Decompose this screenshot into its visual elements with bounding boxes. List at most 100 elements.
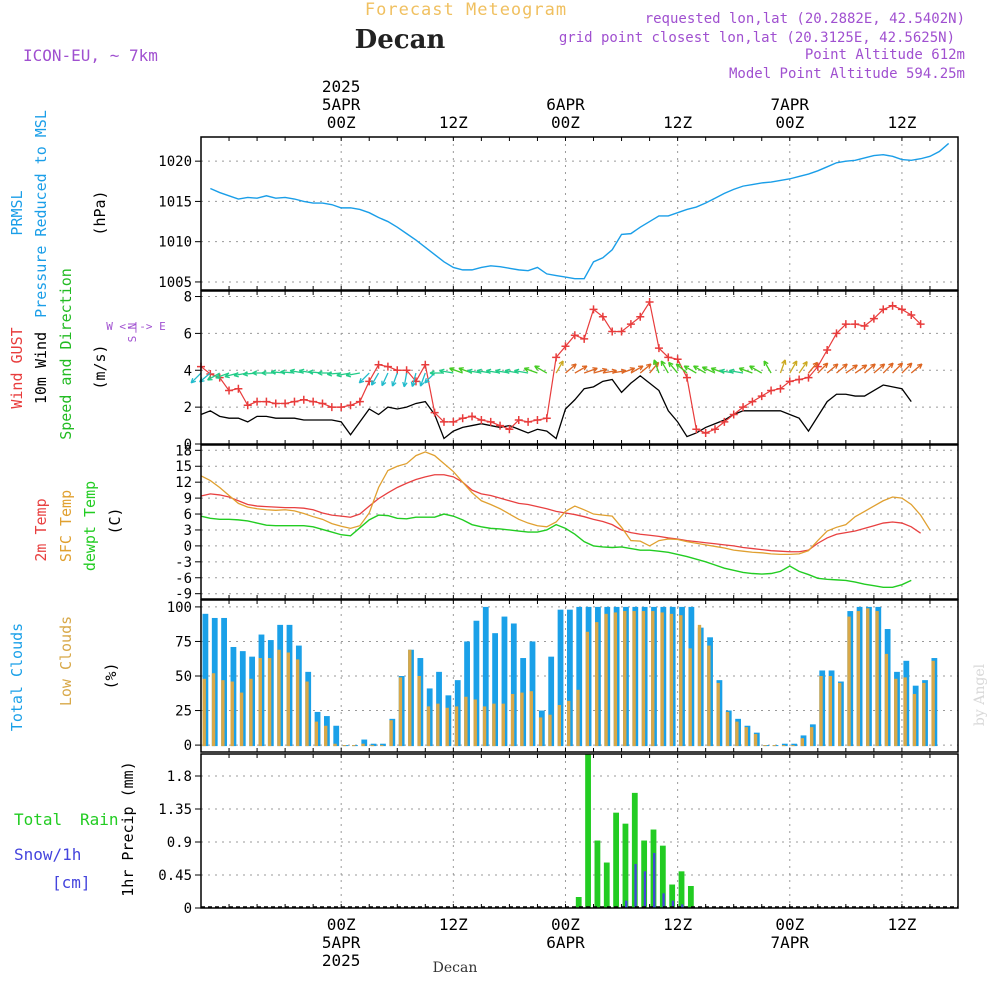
- gust-marker: [533, 416, 542, 425]
- bottom-time-label: 00Z: [775, 915, 804, 934]
- rain-bar: [622, 823, 629, 908]
- low-cloud-bar: [884, 653, 889, 747]
- gust-marker: [645, 298, 654, 307]
- pressure-sublabel: Pressure Reduced to MSL: [32, 110, 50, 318]
- rain-bar: [669, 884, 676, 908]
- gust-marker: [337, 403, 346, 412]
- top-time-label: 12Z: [887, 113, 916, 132]
- rain-bar: [585, 754, 591, 908]
- low-cloud-bar: [529, 691, 533, 747]
- snow-bar: [671, 900, 675, 908]
- gust-marker: [524, 417, 533, 426]
- gust-marker: [748, 397, 757, 406]
- low-cloud-bar: [651, 611, 655, 747]
- clouds-ytick-label: 75: [175, 634, 192, 650]
- low-cloud-bar: [744, 727, 748, 747]
- wind-direction-arrow: [660, 360, 669, 374]
- wind-direction-arrow: [534, 365, 548, 374]
- wind-ytick-label: 0: [184, 437, 192, 453]
- gust-marker: [439, 417, 448, 426]
- low-cloud-bar: [482, 706, 487, 747]
- wind-direction-arrow: [621, 367, 636, 374]
- low-cloud-bar: [866, 608, 870, 747]
- total-cloud-bar: [576, 606, 583, 747]
- low-cloud-bar: [398, 677, 403, 747]
- bottom-time-label: 00Z: [551, 915, 580, 934]
- snow-bar: [681, 904, 684, 908]
- low-cloud-bar: [716, 682, 720, 747]
- wind-direction-arrow: [215, 372, 230, 379]
- compass-south: S: [126, 336, 139, 343]
- gust-marker: [692, 425, 701, 434]
- low-cloud-bar: [800, 738, 804, 747]
- clouds-ytick-label: 50: [175, 669, 192, 685]
- precip-ytick-label: 0.45: [158, 868, 192, 884]
- chart-subtitle: Forecast Meteogram: [365, 0, 567, 20]
- low-cloud-bar: [847, 616, 851, 747]
- total-cloud-bar: [557, 609, 564, 747]
- wind-direction-arrow: [854, 364, 868, 374]
- low-cloud-bar: [922, 682, 926, 747]
- top-time-label: 2025: [322, 77, 361, 96]
- low-cloud-bar: [258, 658, 262, 747]
- wind-label: 10m Wind: [32, 332, 50, 404]
- total-cloud-bar: [510, 623, 517, 747]
- wind-direction-arrow: [817, 362, 829, 374]
- gust-marker: [477, 416, 486, 425]
- wind-direction-arrow: [381, 372, 389, 387]
- clouds-unit-label: (%): [102, 662, 120, 689]
- wind-direction-arrow: [513, 368, 529, 375]
- rain-bar: [575, 897, 582, 908]
- low-cloud-bar: [408, 649, 412, 747]
- gust-marker: [608, 327, 617, 336]
- temperature-ytick-label: -3: [175, 555, 192, 571]
- low-cloud-bar: [856, 611, 861, 747]
- clouds-ytick-label: 100: [167, 600, 192, 616]
- wind-direction-arrow: [345, 372, 360, 378]
- total-cloud-bar: [548, 656, 555, 747]
- gust-marker: [589, 305, 598, 314]
- temperature-ytick-label: 9: [184, 491, 192, 507]
- low-cloud-bar: [305, 681, 309, 747]
- low-clouds-label: Low Clouds: [57, 616, 75, 706]
- low-cloud-bar: [875, 611, 879, 747]
- low-cloud-bar: [314, 721, 319, 747]
- low-cloud-bar: [753, 734, 758, 747]
- t2m-line: [200, 474, 921, 553]
- low-cloud-bar: [707, 645, 711, 747]
- wind-direction-arrow: [523, 367, 538, 374]
- wind-direction-arrow: [701, 366, 716, 374]
- total-cloud-bar: [333, 725, 340, 747]
- total-cloud-bar: [781, 743, 788, 747]
- t2m-label: 2m Temp: [32, 498, 50, 561]
- low-cloud-bar: [819, 676, 823, 747]
- gust-marker: [617, 327, 626, 336]
- pressure-unit-label: (hPa): [91, 190, 109, 235]
- low-cloud-bar: [454, 706, 459, 747]
- model-altitude: Model Point Altitude 594.25m: [729, 66, 965, 82]
- low-cloud-bar: [557, 705, 562, 747]
- low-cloud-bar: [445, 707, 449, 747]
- wind-direction-arrow: [826, 363, 839, 374]
- gust-marker: [552, 353, 561, 362]
- gust-marker: [430, 408, 439, 417]
- gust-marker: [785, 377, 794, 386]
- total-cloud-bar: [370, 743, 377, 747]
- top-time-label: 00Z: [327, 113, 356, 132]
- wind-direction-arrow: [910, 363, 923, 374]
- gust-marker: [514, 416, 523, 425]
- wind-ytick-label: 4: [184, 363, 192, 379]
- low-cloud-bar: [688, 648, 692, 747]
- dewpoint-line: [200, 513, 912, 589]
- gust-marker: [561, 342, 570, 351]
- bottom-time-label: 2025: [322, 951, 361, 970]
- gust-marker: [767, 386, 776, 395]
- temp-unit-label: (C): [106, 507, 124, 534]
- total-cloud-bar: [380, 743, 386, 747]
- low-cloud-bar: [894, 678, 898, 747]
- rain-bar: [687, 886, 694, 908]
- low-cloud-bar: [342, 745, 347, 747]
- wind-direction-arrow: [749, 365, 763, 374]
- low-cloud-bar: [838, 682, 842, 747]
